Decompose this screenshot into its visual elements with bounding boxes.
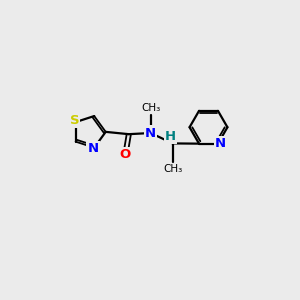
Text: N: N: [145, 127, 156, 140]
Text: S: S: [70, 114, 79, 128]
Text: H: H: [165, 130, 176, 143]
Text: O: O: [120, 148, 131, 161]
Text: N: N: [215, 137, 226, 150]
Text: CH₃: CH₃: [163, 164, 182, 174]
Text: CH₃: CH₃: [141, 103, 161, 113]
Text: N: N: [88, 142, 99, 155]
